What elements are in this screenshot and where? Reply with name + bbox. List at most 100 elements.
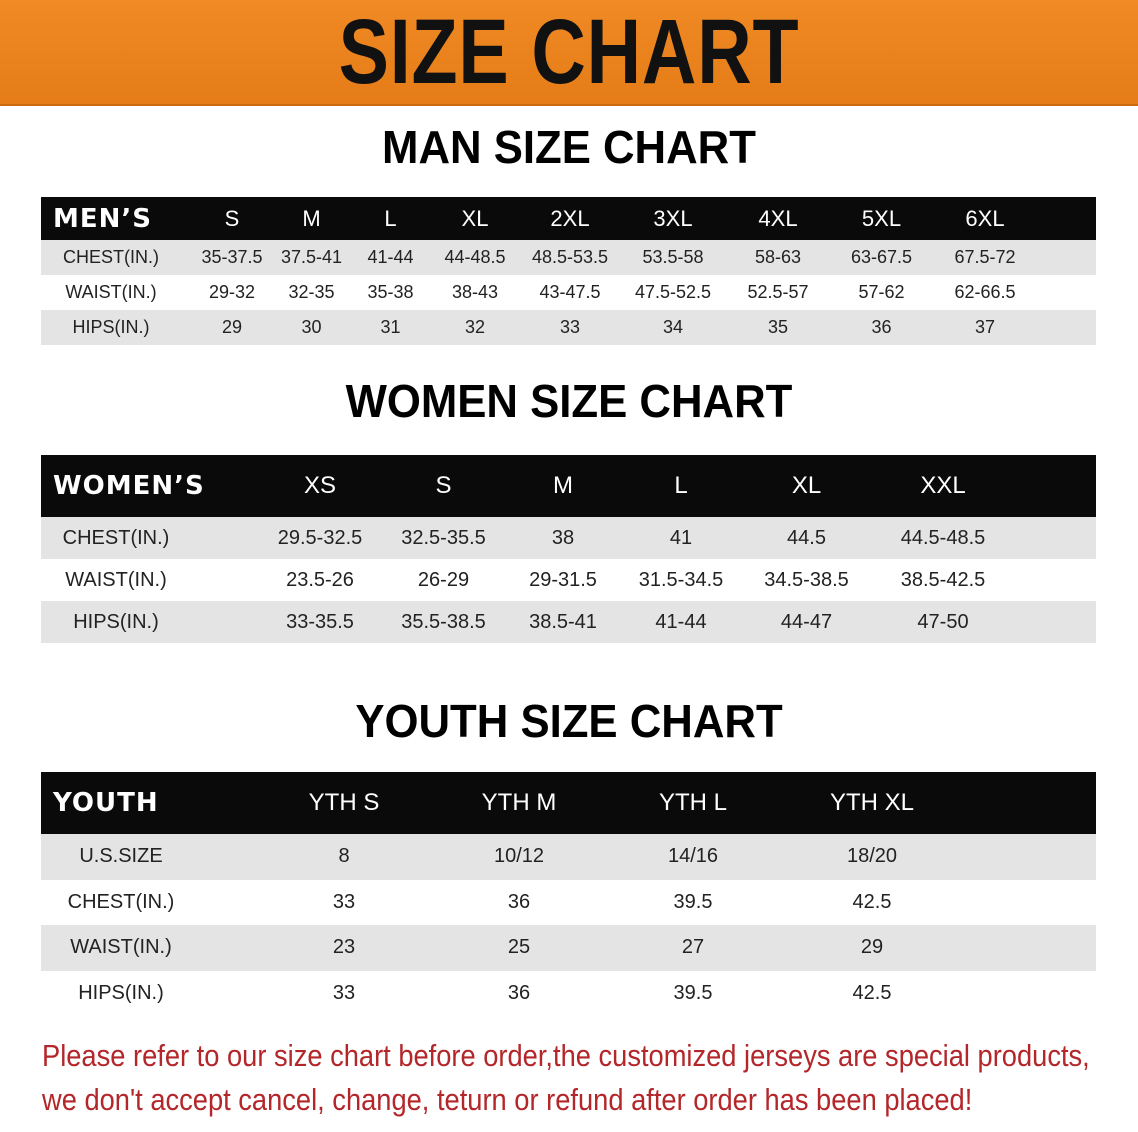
size-column-header: YTH L (658, 789, 727, 816)
size-column-header: XXL (920, 472, 966, 499)
measurement-value: 42.5 (852, 890, 892, 913)
measurement-value: 32.5-35.5 (401, 526, 486, 549)
measurement-label: U.S.SIZE (79, 845, 163, 868)
size-chart-banner: SIZE CHART (0, 0, 1138, 106)
table-row: HIPS(IN.) 33 36 39.5 42.5 (41, 970, 1096, 1016)
measurement-label: HIPS(IN.) (72, 317, 150, 337)
measurement-label: WAIST(IN.) (65, 568, 167, 591)
size-column-header: S (435, 472, 452, 499)
size-column-header: 3XL (653, 205, 693, 231)
measurement-value: 35 (767, 317, 789, 337)
measurement-value: 38.5-41 (529, 610, 597, 633)
table-header-label: MEN’S (53, 203, 152, 234)
size-column-header: 2XL (550, 205, 590, 231)
table-header-row: YOUTH YTH S YTH M YTH L YTH XL (41, 772, 1096, 834)
women-section-title: WOMEN SIZE CHART (345, 375, 793, 427)
measurement-value: 39.5 (673, 981, 713, 1004)
table-row: HIPS(IN.) 29 30 31 32 33 34 35 36 37 (41, 310, 1096, 345)
measurement-value: 52.5-57 (747, 282, 809, 302)
measurement-value: 10/12 (493, 845, 545, 868)
measurement-label: WAIST(IN.) (70, 936, 172, 959)
table-row: CHEST(IN.) 29.5-32.5 32.5-35.5 38 41 44.5 44.5… (41, 517, 1096, 559)
measurement-value: 18/20 (846, 845, 898, 868)
table-row: CHEST(IN.) 35-37.5 37.5-41 41-44 44-48.5 48.5… (41, 240, 1096, 275)
measurement-value: 67.5-72 (954, 247, 1016, 267)
measurement-value: 33 (559, 317, 581, 337)
measurement-value: 44.5 (787, 526, 826, 549)
measurement-label: HIPS(IN.) (73, 610, 159, 633)
measurement-value: 43-47.5 (539, 282, 601, 302)
measurement-value: 29.5-32.5 (277, 526, 363, 549)
measurement-value: 53.5-58 (642, 247, 704, 267)
measurement-value: 29 (221, 317, 243, 337)
youth-size-table: YOUTH YTH S YTH M YTH L YTH XL U.S.SIZE 8 10/12… (41, 772, 1096, 1016)
measurement-value: 32 (464, 317, 486, 337)
measurement-value: 44.5-48.5 (900, 526, 986, 549)
table-header-label: YOUTH (53, 788, 159, 818)
measurement-value: 34 (662, 317, 684, 337)
measurement-label: CHEST(IN.) (63, 247, 159, 267)
measurement-value: 29-31.5 (529, 568, 597, 591)
measurement-value: 27 (681, 936, 705, 959)
measurement-value: 63-67.5 (850, 247, 913, 267)
measurement-value: 29-32 (208, 282, 256, 302)
table-header-row: WOMEN’S XS S M L XL XXL (41, 455, 1096, 517)
size-column-header: S (224, 205, 240, 231)
size-column-header: 4XL (758, 205, 798, 231)
measurement-value: 23 (332, 936, 356, 959)
measurement-value: 31.5-34.5 (638, 568, 724, 591)
measurement-value: 36 (507, 890, 531, 913)
measurement-value: 29 (860, 936, 884, 959)
measurement-value: 26-29 (417, 568, 470, 591)
measurement-value: 23.5-26 (286, 568, 354, 591)
size-column-header: XL (461, 205, 489, 231)
measurement-value: 38.5-42.5 (900, 568, 986, 591)
measurement-label: WAIST(IN.) (65, 282, 157, 302)
size-column-header: YTH M (481, 789, 557, 816)
measurement-value: 31 (380, 317, 401, 337)
youth-section-title: YOUTH SIZE CHART (355, 695, 783, 747)
measurement-value: 25 (507, 936, 531, 959)
men-size-table: MEN’S S M L XL 2XL 3XL 4XL 5XL 6XL CHEST(IN.) 35-37… (41, 197, 1096, 345)
size-column-header: L (674, 472, 688, 499)
size-column-header: XS (303, 472, 336, 499)
measurement-value: 42.5 (852, 981, 892, 1004)
size-column-header: YTH XL (829, 789, 915, 816)
measurement-value: 37 (974, 317, 996, 337)
measurement-label: HIPS(IN.) (78, 981, 164, 1004)
measurement-value: 47.5-52.5 (634, 282, 712, 302)
measurement-value: 41-44 (367, 247, 414, 267)
table-header-row: MEN’S S M L XL 2XL 3XL 4XL 5XL 6XL (41, 197, 1096, 240)
measurement-value: 39.5 (673, 890, 713, 913)
measurement-value: 57-62 (858, 282, 905, 302)
measurement-label: CHEST(IN.) (67, 890, 175, 913)
measurement-value: 8 (338, 845, 350, 868)
measurement-value: 33 (332, 890, 356, 913)
table-row: WAIST(IN.) 23 25 27 29 (41, 925, 1096, 971)
measurement-value: 41 (669, 526, 693, 549)
measurement-value: 41-44 (655, 610, 707, 633)
measurement-value: 48.5-53.5 (531, 247, 609, 267)
table-header-label: WOMEN’S (53, 471, 205, 501)
measurement-value: 37.5-41 (280, 247, 343, 267)
measurement-value: 58-63 (754, 247, 802, 267)
size-column-header: 5XL (861, 205, 902, 231)
measurement-value: 62-66.5 (954, 282, 1016, 302)
size-column-header: YTH S (308, 789, 380, 816)
table-row: WAIST(IN.) 23.5-26 26-29 29-31.5 31.5-34.5 34… (41, 559, 1096, 601)
measurement-value: 36 (507, 981, 531, 1004)
banner-title: SIZE CHART (338, 1, 800, 103)
size-column-header: 6XL (965, 205, 1005, 231)
measurement-value: 34.5-38.5 (764, 568, 849, 591)
measurement-value: 32-35 (288, 282, 335, 302)
table-row: WAIST(IN.) 29-32 32-35 35-38 38-43 43-47.5 47.… (41, 275, 1096, 310)
measurement-value: 36 (871, 317, 892, 337)
size-column-header: L (384, 205, 397, 231)
size-column-header: XL (791, 472, 822, 499)
measurement-label: CHEST(IN.) (62, 526, 170, 549)
measurement-value: 33 (332, 981, 356, 1004)
measurement-value: 33-35.5 (286, 610, 354, 633)
measurement-value: 44-48.5 (444, 247, 506, 267)
women-size-table: WOMEN’S XS S M L XL XXL CHEST(IN.) 29.5-32.5 32.5… (41, 455, 1096, 643)
measurement-value: 44-47 (780, 610, 833, 633)
